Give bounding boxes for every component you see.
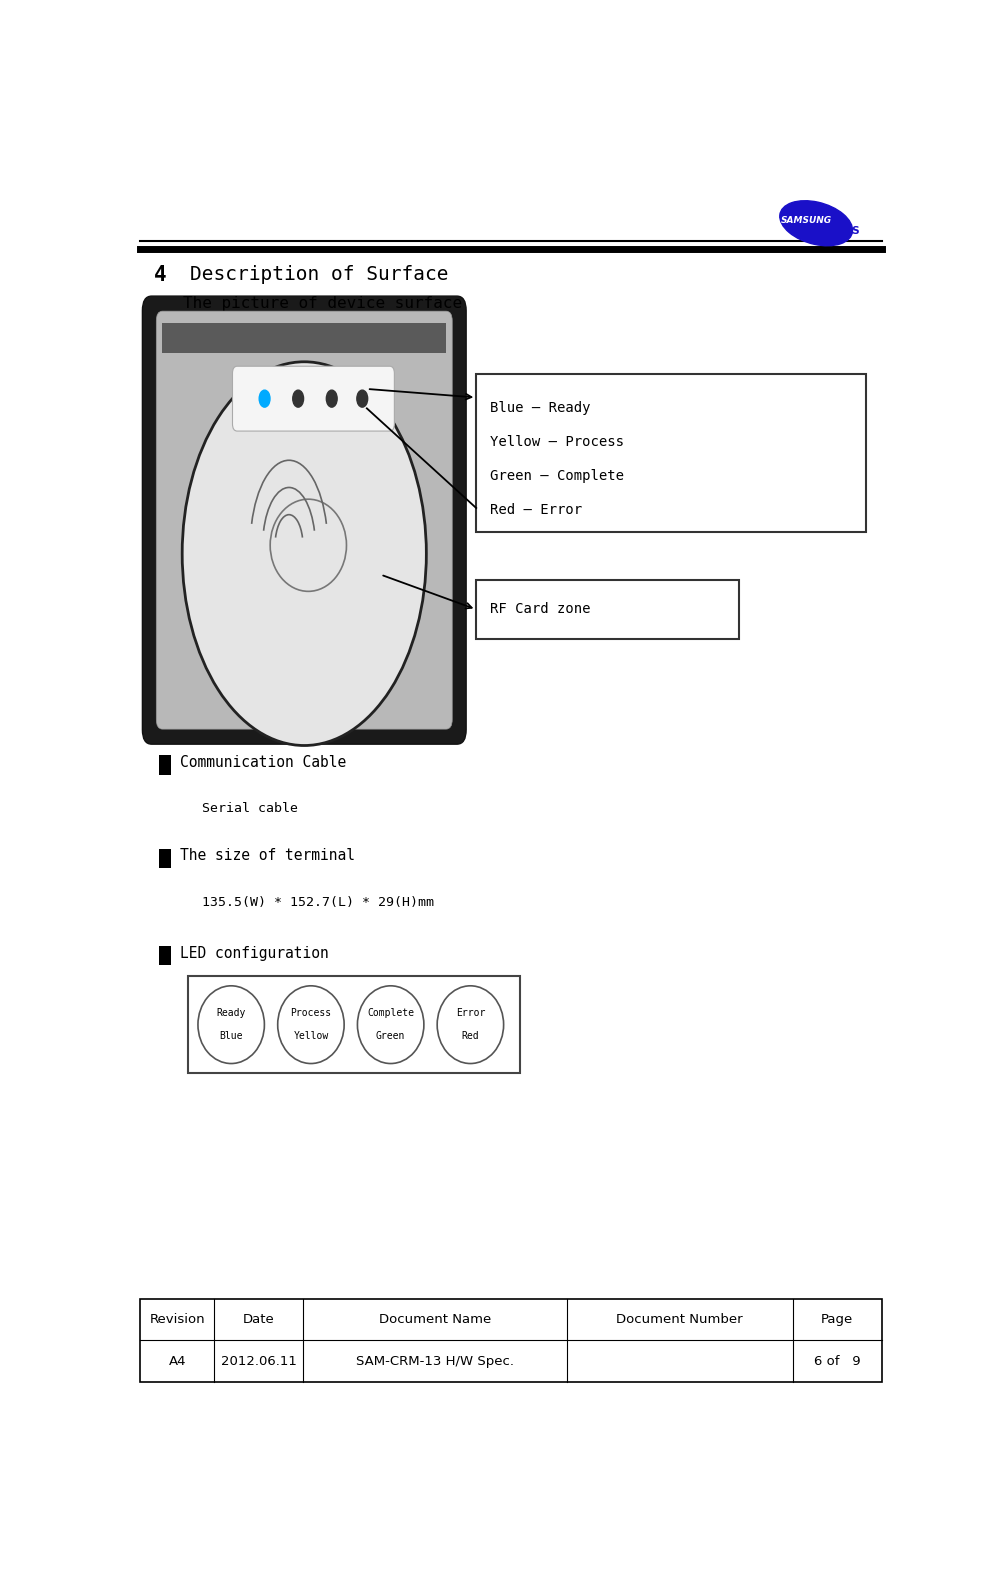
Text: Green: Green bbox=[376, 1031, 406, 1041]
Circle shape bbox=[357, 390, 368, 407]
Text: Revision: Revision bbox=[150, 1314, 205, 1326]
Text: SAM-CRM-13 H/W Spec.: SAM-CRM-13 H/W Spec. bbox=[356, 1355, 513, 1367]
FancyBboxPatch shape bbox=[157, 311, 453, 729]
Circle shape bbox=[259, 390, 270, 407]
Text: LED configuration: LED configuration bbox=[180, 946, 329, 960]
Text: Yellow: Yellow bbox=[293, 1031, 329, 1041]
Circle shape bbox=[326, 390, 337, 407]
Bar bbox=[159, 946, 170, 965]
Text: Ready: Ready bbox=[216, 1008, 246, 1019]
Ellipse shape bbox=[278, 986, 344, 1063]
Text: 2012.06.11: 2012.06.11 bbox=[220, 1355, 297, 1367]
Bar bbox=[159, 848, 170, 867]
Text: Red: Red bbox=[462, 1031, 480, 1041]
Text: Blue: Blue bbox=[219, 1031, 243, 1041]
Ellipse shape bbox=[437, 986, 503, 1063]
FancyBboxPatch shape bbox=[232, 366, 395, 431]
Text: A4: A4 bbox=[168, 1355, 185, 1367]
Text: Complete: Complete bbox=[367, 1008, 414, 1019]
Text: RF Card zone: RF Card zone bbox=[491, 602, 590, 617]
Ellipse shape bbox=[198, 986, 264, 1063]
Text: Page: Page bbox=[822, 1314, 853, 1326]
Text: Error: Error bbox=[456, 1008, 486, 1019]
Text: Process: Process bbox=[290, 1008, 331, 1019]
Text: 6 of   9: 6 of 9 bbox=[814, 1355, 860, 1367]
Text: SAMSUNG: SAMSUNG bbox=[781, 216, 831, 226]
FancyBboxPatch shape bbox=[188, 976, 520, 1074]
Text: SDS: SDS bbox=[836, 226, 859, 235]
Text: The picture of device surface: The picture of device surface bbox=[182, 296, 462, 311]
Text: Red – Error: Red – Error bbox=[491, 503, 582, 517]
Circle shape bbox=[293, 390, 303, 407]
Text: Date: Date bbox=[243, 1314, 274, 1326]
FancyBboxPatch shape bbox=[477, 580, 739, 639]
Text: Green – Complete: Green – Complete bbox=[491, 468, 624, 483]
Text: Document Number: Document Number bbox=[616, 1314, 743, 1326]
Ellipse shape bbox=[358, 986, 424, 1063]
Text: Serial cable: Serial cable bbox=[201, 803, 298, 815]
Circle shape bbox=[182, 361, 427, 746]
Text: 4: 4 bbox=[154, 265, 166, 284]
Text: Document Name: Document Name bbox=[379, 1314, 492, 1326]
Text: Blue – Ready: Blue – Ready bbox=[491, 401, 590, 415]
Bar bbox=[163, 323, 446, 353]
FancyBboxPatch shape bbox=[143, 296, 467, 744]
Text: Communication Cable: Communication Cable bbox=[180, 755, 347, 770]
Text: The size of terminal: The size of terminal bbox=[180, 848, 355, 863]
Text: Yellow – Process: Yellow – Process bbox=[491, 435, 624, 448]
Bar bbox=[140, 1299, 881, 1381]
Bar bbox=[159, 755, 170, 774]
FancyBboxPatch shape bbox=[477, 374, 866, 531]
Text: 135.5(W) * 152.7(L) * 29(H)mm: 135.5(W) * 152.7(L) * 29(H)mm bbox=[201, 896, 434, 908]
Text: Description of Surface: Description of Surface bbox=[190, 265, 449, 284]
Ellipse shape bbox=[780, 200, 852, 246]
